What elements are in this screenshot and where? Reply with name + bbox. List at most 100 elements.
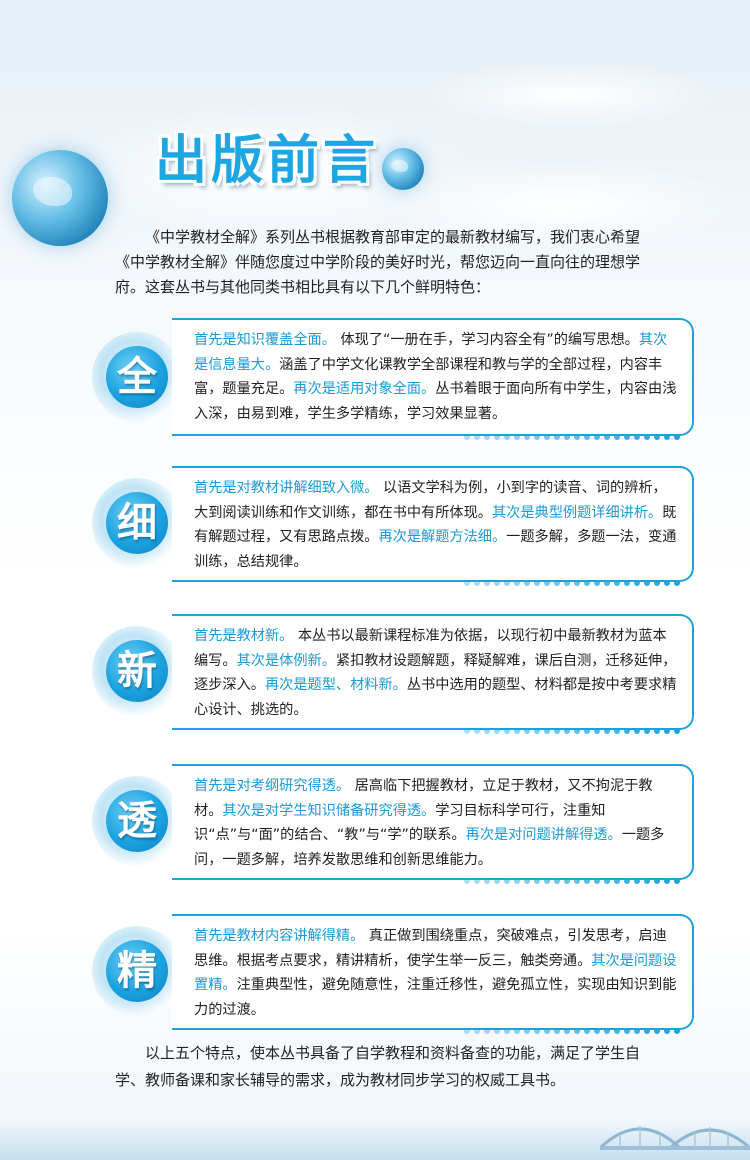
divider-dot <box>524 434 530 440</box>
divider-dot <box>504 434 510 440</box>
divider-dot <box>634 580 640 586</box>
divider-dot <box>594 728 600 734</box>
divider-dot <box>674 580 680 586</box>
divider-dot <box>614 434 620 440</box>
divider-dot <box>564 1028 570 1034</box>
feature-highlight-text: 再次是适用对象全面。 <box>293 381 436 397</box>
divider-dot <box>524 878 530 884</box>
feature-section-tou: 透 首先是对考纲研究得透。 居高临下把握教材，立足于教材，又不拘泥于教材。其次是… <box>92 764 702 884</box>
divider-dot <box>624 878 630 884</box>
divider-dot <box>644 580 650 586</box>
divider-dot <box>614 878 620 884</box>
feature-body-text: 丛书中选用的题型、材料都是按中考要求精心设计、挑选的。 <box>194 677 677 718</box>
feature-box: 首先是教材新。 本丛书以最新课程标准为依据，以现行初中最新教材为蓝本编写。其次是… <box>172 614 694 734</box>
feature-badge: 全 <box>92 332 182 422</box>
divider-dot <box>554 878 560 884</box>
divider-dot <box>504 580 510 586</box>
divider-dot <box>484 878 490 884</box>
intro-paragraph: 《中学教材全解》系列丛书根据教育部审定的最新教材编写，我们衷心希望《中学教材全解… <box>115 225 655 300</box>
feature-body-text: 真正做到围绕重点，突破难点，引发思考，启迪思维。根据考点要求，精讲精析，使学生举… <box>194 928 667 969</box>
feature-badge: 精 <box>92 926 182 1016</box>
feature-section-quan: 全 首先是知识覆盖全面。 体现了“一册在手，学习内容全有”的编写思想。其次是信息… <box>92 318 702 440</box>
divider-dot <box>544 878 550 884</box>
cloud-decoration <box>420 60 720 130</box>
divider-dot <box>654 580 660 586</box>
divider-dot <box>514 580 520 586</box>
feature-box: 首先是教材内容讲解得精。 真正做到围绕重点，突破难点，引发思考，启迪思维。根据考… <box>172 914 694 1034</box>
divider-dot <box>504 878 510 884</box>
feature-body-text: 丛书着眼于面向所有中学生，内容由浅入深，由易到难，学生多学精练，学习效果显著。 <box>194 381 677 422</box>
divider-dot <box>674 728 680 734</box>
water-decoration <box>0 1120 750 1160</box>
bridge-icon <box>600 1126 750 1150</box>
divider-dot <box>664 1028 670 1034</box>
divider-dot <box>584 1028 590 1034</box>
cloud-decoration <box>380 160 740 250</box>
feature-body-text: 本丛书以最新课程标准为依据，以现行初中最新教材为蓝本编写。 <box>194 628 667 669</box>
divider-dot <box>484 434 490 440</box>
feature-highlight-text: 再次是题型、材料新。 <box>264 677 407 693</box>
feature-body-text: 一题多问，一题多解，培养发散思维和创新思维能力。 <box>194 827 665 868</box>
dotted-divider-icon <box>464 725 684 737</box>
dotted-divider-icon <box>464 577 684 589</box>
divider-dot <box>504 728 510 734</box>
closing-text: 以上五个特点，使本丛书具备了自学教程和资料备查的功能，满足了学生自学、教师备课和… <box>115 1044 641 1089</box>
divider-dot <box>584 728 590 734</box>
divider-dot <box>554 580 560 586</box>
feature-highlight-text: 再次是对问题讲解得透。 <box>465 827 622 843</box>
divider-dot <box>564 434 570 440</box>
divider-dot <box>594 1028 600 1034</box>
feature-body-text: 一题多解，多题一法，变通训练，总结规律。 <box>194 529 677 570</box>
divider-dot <box>494 580 500 586</box>
divider-dot <box>494 878 500 884</box>
divider-dot <box>574 878 580 884</box>
divider-dot <box>464 580 470 586</box>
divider-dot <box>634 434 640 440</box>
feature-section-xi: 细 首先是对教材讲解细致入微。 以语文学科为例，小到字的读音、词的辨析，大到阅读… <box>92 466 702 586</box>
divider-dot <box>544 580 550 586</box>
feature-highlight-text: 其次是典型例题详细讲析。 <box>491 504 663 521</box>
feature-section-jing: 精 首先是教材内容讲解得精。 真正做到围绕重点，突破难点，引发思考，启迪思维。根… <box>92 914 702 1034</box>
divider-dot <box>514 878 520 884</box>
dotted-divider-icon <box>464 875 684 887</box>
feature-badge: 细 <box>92 478 182 568</box>
divider-dot <box>484 728 490 734</box>
feature-badge-char: 精 <box>106 940 168 1002</box>
divider-dot <box>644 878 650 884</box>
divider-dot <box>594 434 600 440</box>
divider-dot <box>494 1028 500 1034</box>
divider-dot <box>674 434 680 440</box>
dotted-divider-icon <box>464 431 684 443</box>
feature-text: 首先是对考纲研究得透。 居高临下把握教材，立足于教材，又不拘泥于教材。其次是对学… <box>172 766 692 882</box>
divider-dot <box>634 878 640 884</box>
feature-section-xin: 新 首先是教材新。 本丛书以最新课程标准为依据，以现行初中最新教材为蓝本编写。其… <box>92 614 702 734</box>
divider-dot <box>474 434 480 440</box>
feature-badge-char: 全 <box>106 346 168 408</box>
divider-dot <box>564 728 570 734</box>
divider-dot <box>624 580 630 586</box>
divider-dot <box>624 728 630 734</box>
divider-dot <box>524 580 530 586</box>
divider-dot <box>534 434 540 440</box>
divider-dot <box>474 1028 480 1034</box>
feature-text: 首先是教材新。 本丛书以最新课程标准为依据，以现行初中最新教材为蓝本编写。其次是… <box>172 616 692 732</box>
divider-dot <box>464 878 470 884</box>
feature-text: 首先是对教材讲解细致入微。 以语文学科为例，小到字的读音、词的辨析，大到阅读训练… <box>172 468 692 584</box>
divider-dot <box>474 728 480 734</box>
divider-dot <box>524 728 530 734</box>
divider-dot <box>634 728 640 734</box>
divider-dot <box>464 434 470 440</box>
divider-dot <box>564 878 570 884</box>
divider-dot <box>514 434 520 440</box>
feature-body-text: 体现了“一册在手，学习内容全有”的编写思想。 <box>335 332 639 348</box>
feature-text: 首先是知识覆盖全面。 体现了“一册在手，学习内容全有”的编写思想。其次是信息量大… <box>172 320 692 436</box>
divider-dot <box>664 580 670 586</box>
divider-dot <box>534 878 540 884</box>
feature-highlight-text: 其次是信息量大。 <box>194 332 668 373</box>
feature-body-text: 既有解题过程，又有思路点拨。 <box>194 504 677 546</box>
divider-dot <box>544 1028 550 1034</box>
divider-dot <box>624 1028 630 1034</box>
divider-dot <box>494 434 500 440</box>
feature-badge-char: 新 <box>106 640 168 702</box>
feature-badge: 透 <box>92 776 182 866</box>
